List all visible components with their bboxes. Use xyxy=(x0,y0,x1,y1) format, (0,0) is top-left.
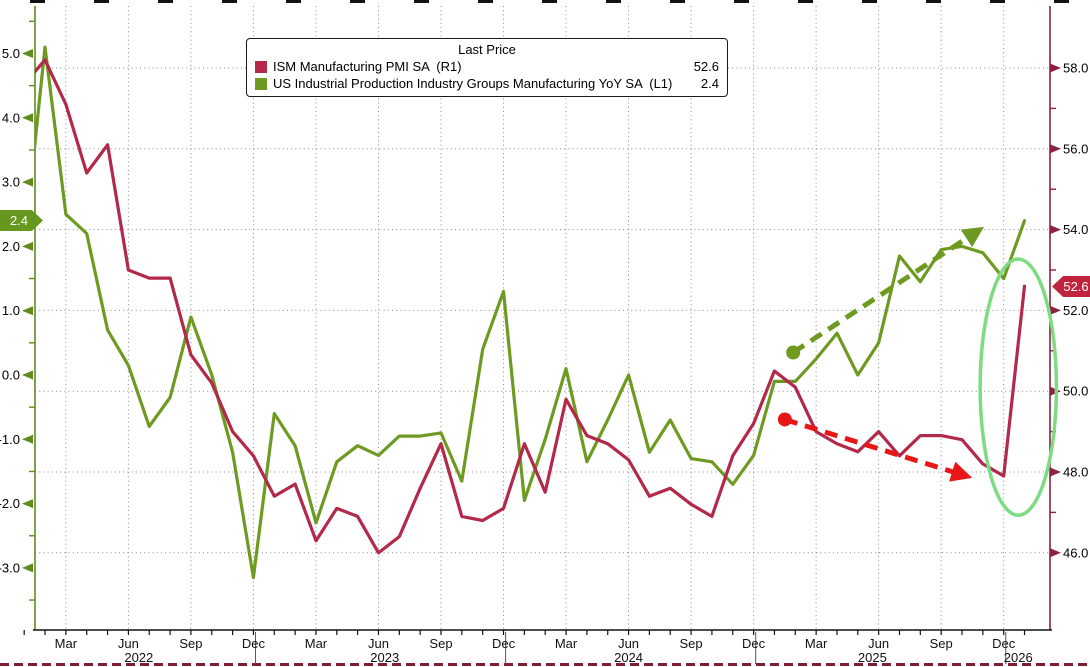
legend-title: Last Price xyxy=(458,42,516,57)
year-tick-label: 2025 xyxy=(858,650,887,665)
left-axis-tick-label: 3.0 xyxy=(2,175,20,190)
month-tick-label: Jun xyxy=(368,636,389,651)
right-tick-arrow-icon xyxy=(1050,144,1061,154)
month-tick-label: Jun xyxy=(618,636,639,651)
left-axis-tick-label: -2.0 xyxy=(0,496,20,511)
left-axis-tick-label: 2.0 xyxy=(2,239,20,254)
left-tick-arrow-icon xyxy=(22,177,33,187)
right-tick-arrow-icon xyxy=(1050,225,1061,235)
right-tick-arrow-icon xyxy=(1050,467,1061,477)
month-tick-label: Sep xyxy=(930,636,953,651)
month-tick-label: Dec xyxy=(742,636,766,651)
month-tick-label: Dec xyxy=(992,636,1016,651)
right-axis-last-value-badge: 52.6 xyxy=(1052,276,1090,297)
highlight-ellipse xyxy=(978,257,1059,517)
left-tick-arrow-icon xyxy=(22,563,33,573)
legend: Last Price ISM Manufacturing PMI SA (R1)… xyxy=(246,38,728,97)
industrial-production-label: US Industrial Production Industry Groups… xyxy=(273,76,673,91)
month-tick-label: Sep xyxy=(179,636,202,651)
left-tick-arrow-icon xyxy=(22,241,33,251)
left-tick-arrow-icon xyxy=(22,49,33,58)
right-axis-tick-label: 48.0 xyxy=(1063,465,1088,480)
month-tick-label: Dec xyxy=(242,636,266,651)
green-uptrend-arrow xyxy=(791,226,984,355)
left-axis-tick-label: 5.0 xyxy=(2,46,20,61)
left-tick-arrow-icon xyxy=(22,434,33,444)
left-axis-tick-label: 1.0 xyxy=(2,303,20,318)
right-axis-tick-label: 54.0 xyxy=(1063,222,1088,237)
left-tick-arrow-icon xyxy=(22,499,33,509)
month-tick-label: Sep xyxy=(429,636,452,651)
year-tick-label: 2022 xyxy=(124,650,153,665)
month-tick-label: Jun xyxy=(868,636,889,651)
legend-item-ism[interactable]: ISM Manufacturing PMI SA (R1) 52.6 xyxy=(255,58,719,75)
right-tick-arrow-icon xyxy=(1050,305,1061,315)
right-tick-arrow-icon xyxy=(1050,63,1061,73)
year-tick-label: 2023 xyxy=(370,650,399,665)
right-axis-tick-label: 50.0 xyxy=(1063,384,1088,399)
ism-series-label: ISM Manufacturing PMI SA (R1) xyxy=(273,59,462,74)
left-axis-last-value-badge: 2.4 xyxy=(0,210,43,231)
left-axis-tick-label: -3.0 xyxy=(0,560,20,575)
ism-series-value: 52.6 xyxy=(693,59,719,74)
left-tick-arrow-icon xyxy=(22,306,33,316)
right-axis-tick-label: 58.0 xyxy=(1063,61,1088,76)
month-tick-label: Mar xyxy=(305,636,328,651)
industrial-production-value: 2.4 xyxy=(700,76,719,91)
ism-pmi-line[interactable] xyxy=(24,58,1027,555)
right-tick-arrow-icon xyxy=(1050,548,1061,558)
left-axis-tick-label: 0.0 xyxy=(2,368,20,383)
month-tick-label: Mar xyxy=(55,636,78,651)
year-tick-label: 2024 xyxy=(614,650,643,665)
year-tick-label: 2026 xyxy=(1004,650,1033,665)
month-tick-label: Mar xyxy=(805,636,828,651)
gridlines xyxy=(35,6,1050,630)
left-axis-tick-label: 4.0 xyxy=(2,110,20,125)
right-axis-tick-label: 46.0 xyxy=(1063,545,1088,560)
right-axis-tick-label: 56.0 xyxy=(1063,141,1088,156)
ism-series-swatch xyxy=(255,60,267,73)
left-tick-arrow-icon xyxy=(22,370,33,380)
red-downtrend-arrow xyxy=(784,417,973,482)
left-axis-tick-label: -1.0 xyxy=(0,432,20,447)
month-tick-label: Dec xyxy=(492,636,516,651)
left-tick-arrow-icon xyxy=(22,113,33,123)
month-tick-label: Mar xyxy=(555,636,578,651)
axes xyxy=(22,6,1061,664)
legend-item-industrial-production[interactable]: US Industrial Production Industry Groups… xyxy=(255,75,719,92)
month-tick-label: Sep xyxy=(680,636,703,651)
industrial-production-line[interactable] xyxy=(24,45,1027,580)
right-axis-tick-label: 52.0 xyxy=(1063,303,1088,318)
industrial-production-swatch xyxy=(255,77,267,90)
month-tick-label: Jun xyxy=(118,636,139,651)
